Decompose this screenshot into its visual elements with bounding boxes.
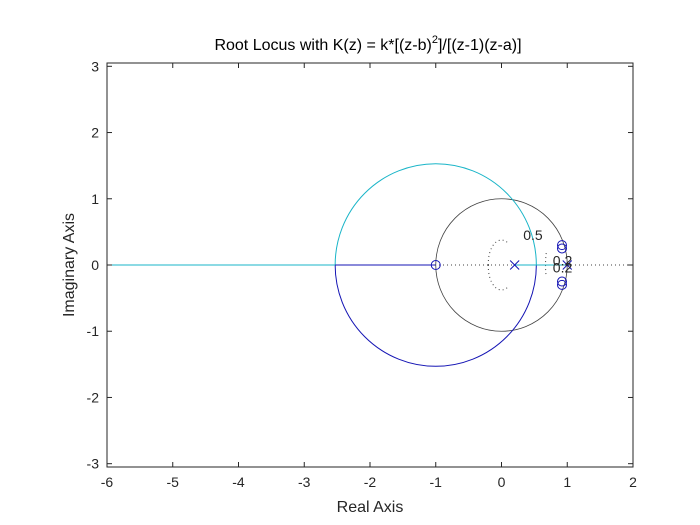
- y-axis-label: Imaginary Axis: [61, 213, 78, 317]
- y-tick-label-2: -1: [87, 323, 100, 339]
- x-tick-label-5: -1: [430, 474, 443, 490]
- damping-label-0: 0.5: [523, 227, 543, 243]
- y-tick-label-3: 0: [91, 257, 99, 273]
- x-tick-label-8: 2: [629, 474, 637, 490]
- plot-content: 0.5 0.20.2: [107, 163, 633, 367]
- locus-branch-arc-0: [334, 163, 537, 266]
- chart-title-prefix: Root Locus with K(z) = k*[(z-b): [214, 37, 431, 54]
- zero-marker-0: [430, 260, 441, 270]
- x-tick-label-3: -3: [298, 474, 311, 490]
- x-tick-label-2: -4: [232, 474, 245, 490]
- x-axis-ticks: -6 -5 -4 -3 -2 -1 0 1 2: [101, 63, 637, 490]
- pole-marker-0: [509, 260, 520, 270]
- chart-title: Root Locus with K(z) = k*[(z-b)2]/[(z-1)…: [214, 34, 521, 54]
- zero-marker-2: [556, 279, 567, 290]
- y-axis-ticks: -3 -2 -1 0 1 2 3: [87, 58, 633, 472]
- x-axis-label: Real Axis: [337, 499, 404, 516]
- damping-curve-upper: [487, 239, 509, 266]
- y-tick-label-0: -3: [87, 456, 100, 472]
- zero-marker-4: [556, 276, 567, 287]
- y-tick-label-1: -2: [87, 389, 100, 405]
- y-tick-label-6: 3: [91, 58, 99, 74]
- pole-marker-1: [562, 260, 573, 270]
- x-tick-label-1: -5: [167, 474, 180, 490]
- damping-label-2: 0.2: [553, 260, 573, 276]
- x-tick-label-6: 0: [498, 474, 506, 490]
- chart-title-superscript: 2: [432, 34, 438, 46]
- y-tick-label-5: 2: [91, 125, 99, 141]
- x-tick-label-0: -6: [101, 474, 114, 490]
- zero-marker-1: [556, 240, 567, 251]
- pole-marker-0-stroke-b: [509, 260, 520, 270]
- damping-curve-lower: [487, 264, 509, 291]
- pole-marker-1-stroke-b: [562, 260, 573, 270]
- chart-title-suffix: ]/[(z-1)(z-a)]: [438, 37, 522, 54]
- x-tick-label-4: -2: [364, 474, 377, 490]
- zero-marker-3: [556, 243, 567, 254]
- y-tick-label-4: 1: [91, 191, 99, 207]
- locus-branch-arc-1: [334, 264, 537, 367]
- x-tick-label-7: 1: [563, 474, 571, 490]
- damping-label-1: 0.2: [553, 252, 573, 268]
